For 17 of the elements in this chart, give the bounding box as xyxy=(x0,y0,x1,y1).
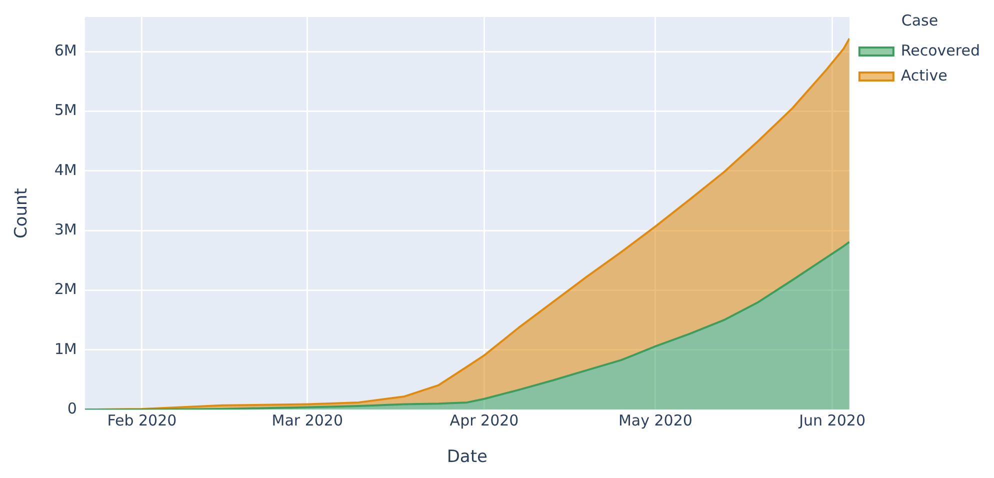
y-tick-label: 5M xyxy=(54,101,77,120)
x-tick-label: Feb 2020 xyxy=(107,411,177,430)
y-tick-label: 2M xyxy=(54,280,77,298)
y-tick-label: 6M xyxy=(54,41,77,60)
x-tick-label: Mar 2020 xyxy=(272,411,344,430)
y-tick-label: 4M xyxy=(54,160,77,179)
y-axis-title: Count xyxy=(12,188,32,239)
y-tick-label: 1M xyxy=(54,340,77,358)
x-tick-label: Apr 2020 xyxy=(450,411,519,430)
legend-title: Case xyxy=(901,11,938,30)
y-tick-label: 0 xyxy=(67,399,77,418)
y-tick-label: 3M xyxy=(54,220,77,238)
legend-label: Recovered xyxy=(900,41,980,60)
x-tick-label: May 2020 xyxy=(618,411,692,430)
x-axis-title: Date xyxy=(446,447,488,468)
legend-label: Active xyxy=(900,66,948,84)
x-tick-label: Jun 2020 xyxy=(798,411,866,430)
